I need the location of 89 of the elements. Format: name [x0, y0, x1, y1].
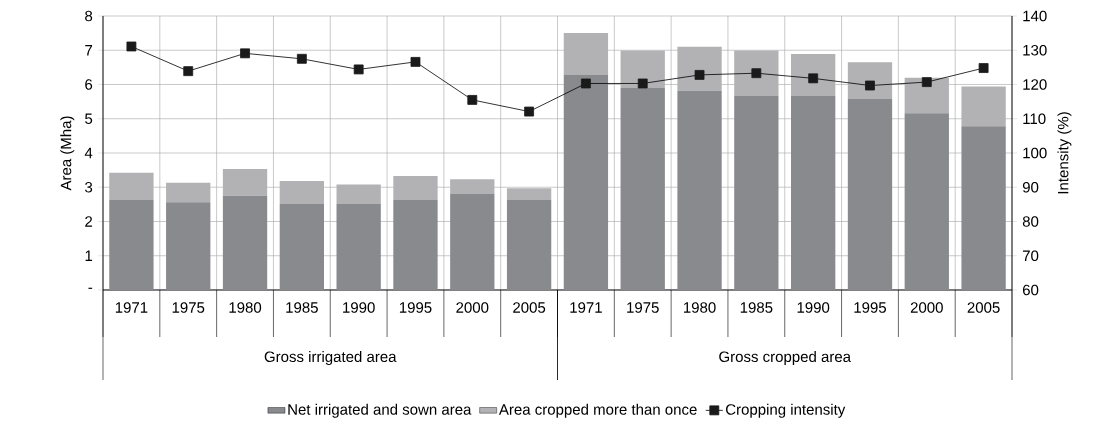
- y2-tick-label: 90: [1022, 181, 1039, 193]
- point: [296, 53, 307, 64]
- point: [637, 78, 648, 89]
- point: [978, 63, 989, 73]
- y-tick-label: 8: [85, 10, 93, 22]
- y-tick-label: 2: [85, 216, 93, 227]
- x-tick-label: 2000: [910, 302, 943, 313]
- y2-tick-label: 140: [1023, 10, 1047, 22]
- bar: [450, 179, 495, 195]
- point: [694, 70, 705, 80]
- bar: [961, 126, 1006, 290]
- x-tick-label: 1971: [115, 302, 148, 313]
- y-tick-label: 6: [85, 79, 93, 90]
- bar: [450, 194, 495, 290]
- y2-tick-label: 70: [1022, 250, 1039, 262]
- bar: [222, 195, 268, 290]
- y-axis-title: Area (Mha): [60, 116, 75, 191]
- text: Gross cropped area: [719, 351, 852, 365]
- bar: [961, 86, 1006, 127]
- y-tick-label: -: [88, 287, 93, 289]
- y2-tick-label: 100: [1023, 147, 1047, 159]
- bar: [222, 169, 268, 196]
- x-tick-label: 1990: [797, 302, 830, 313]
- bar: [620, 50, 665, 88]
- point: [921, 77, 932, 87]
- x-tick-label: 1971: [570, 302, 602, 313]
- x-tick-label: 1980: [684, 302, 716, 313]
- y2-tick-label: 110: [1023, 113, 1046, 125]
- bar: [847, 98, 893, 290]
- legend-label: Net irrigated and sown area: [288, 403, 472, 418]
- y2-tick-label: 80: [1022, 216, 1039, 227]
- point: [581, 78, 591, 89]
- y2-tick-label: 130: [1023, 44, 1047, 56]
- bar: [336, 204, 381, 290]
- y2-axis-title: Intensity (%): [1057, 112, 1072, 194]
- x-tick-label: 2005: [967, 302, 1000, 313]
- bar: [847, 62, 893, 99]
- text: Gross irrigated area: [264, 351, 397, 365]
- x-tick-label: 2000: [456, 302, 489, 313]
- y-tick-label: 4: [84, 147, 93, 159]
- bar: [336, 184, 381, 205]
- bar: [904, 77, 949, 114]
- x-tick-label: 1975: [172, 302, 205, 313]
- y2-tick-label: 120: [1023, 79, 1047, 90]
- bar: [109, 172, 154, 200]
- x-tick-label: 1975: [627, 302, 659, 313]
- bar: [734, 50, 779, 96]
- y-tick-label: 7: [85, 45, 93, 56]
- bar: [677, 90, 722, 290]
- y-tick-label: 5: [85, 113, 93, 124]
- bar: [166, 202, 211, 290]
- point: [183, 66, 194, 77]
- legend-label: Cropping intensity: [726, 403, 846, 418]
- y2-tick-label: 60: [1022, 284, 1039, 296]
- bar: [563, 33, 609, 75]
- bar: [393, 175, 438, 200]
- point: [410, 56, 421, 67]
- point: [240, 48, 250, 59]
- point: [808, 73, 819, 84]
- bar: [109, 199, 154, 290]
- bar: [734, 95, 779, 290]
- bar: [279, 204, 325, 290]
- bar: [620, 87, 665, 290]
- bar: [166, 182, 211, 203]
- y-tick-label: 3: [85, 181, 93, 193]
- bar: [677, 46, 722, 91]
- x-tick-label: 1985: [286, 302, 318, 313]
- x-tick-label: 2005: [513, 302, 546, 313]
- legend-label: Area cropped more than once: [498, 403, 697, 418]
- x-tick-label: 1980: [229, 302, 262, 313]
- bar: [563, 74, 609, 290]
- bar: [791, 54, 836, 96]
- x-tick-label: 1985: [740, 302, 773, 313]
- x-tick-label: 1990: [343, 302, 375, 313]
- bar: [279, 181, 325, 205]
- point: [126, 41, 137, 52]
- x-tick-label: 1995: [854, 302, 887, 313]
- x-tick-label: 1995: [399, 302, 432, 313]
- bar: [506, 188, 552, 200]
- point: [467, 95, 478, 105]
- bar: [393, 199, 438, 290]
- point: [751, 68, 762, 79]
- point: [353, 64, 364, 75]
- point: [524, 106, 534, 117]
- bar: [791, 95, 836, 290]
- y-tick-label: 1: [85, 250, 93, 261]
- bar: [904, 113, 949, 290]
- bar: [506, 199, 552, 290]
- point: [865, 80, 875, 91]
